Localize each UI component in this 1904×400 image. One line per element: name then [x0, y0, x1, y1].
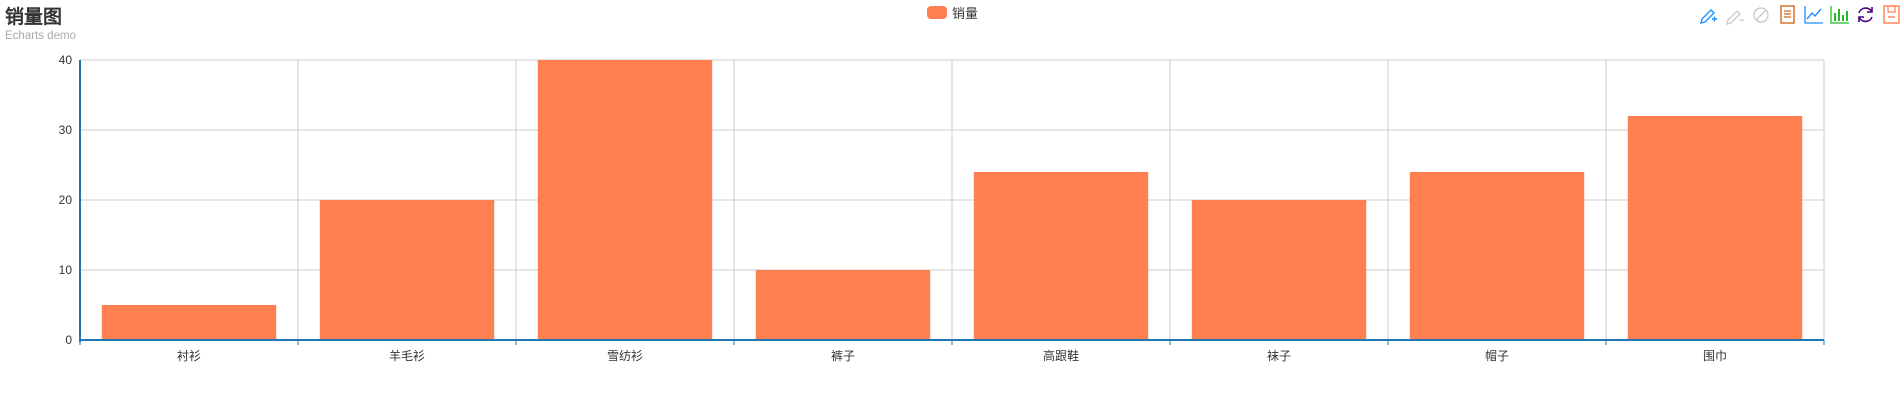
- x-tick-label: 衬衫: [177, 349, 201, 363]
- y-tick-label: 20: [59, 193, 73, 207]
- bar: [537, 60, 713, 340]
- bar-chart-icon[interactable]: [1826, 2, 1852, 26]
- bar: [319, 200, 495, 340]
- x-tick-label: 围巾: [1703, 349, 1727, 363]
- y-tick-label: 30: [59, 123, 73, 137]
- mark-clear-icon[interactable]: [1748, 2, 1774, 26]
- line-chart-icon[interactable]: [1800, 2, 1826, 26]
- legend-label: 销量: [952, 6, 979, 22]
- chart-subtitle: Echarts demo: [5, 30, 76, 42]
- mark-pen-icon[interactable]: [1696, 2, 1722, 26]
- data-view-icon[interactable]: [1774, 2, 1800, 26]
- bar: [973, 172, 1149, 340]
- legend-item-sales[interactable]: 销量: [927, 4, 979, 22]
- save-image-icon[interactable]: [1878, 2, 1904, 26]
- y-tick-label: 40: [59, 53, 73, 67]
- toolbox: [1696, 2, 1904, 26]
- x-tick-label: 帽子: [1485, 348, 1509, 363]
- bar: [1409, 172, 1585, 340]
- chart-title: 销量图: [5, 6, 63, 28]
- y-tick-label: 10: [59, 263, 73, 277]
- legend-swatch: [927, 5, 947, 19]
- mark-undo-icon[interactable]: [1722, 2, 1748, 26]
- x-tick-label: 袜子: [1267, 349, 1291, 363]
- x-tick-label: 雪纺衫: [607, 349, 643, 363]
- x-tick-label: 羊毛衫: [389, 348, 425, 363]
- y-tick-label: 0: [65, 333, 72, 347]
- restore-icon[interactable]: [1852, 2, 1878, 26]
- bar: [101, 305, 277, 340]
- bar: [1627, 116, 1803, 340]
- bar: [755, 270, 931, 340]
- bar: [1191, 200, 1367, 340]
- x-tick-label: 高跟鞋: [1043, 348, 1079, 363]
- x-tick-label: 裤子: [831, 349, 855, 363]
